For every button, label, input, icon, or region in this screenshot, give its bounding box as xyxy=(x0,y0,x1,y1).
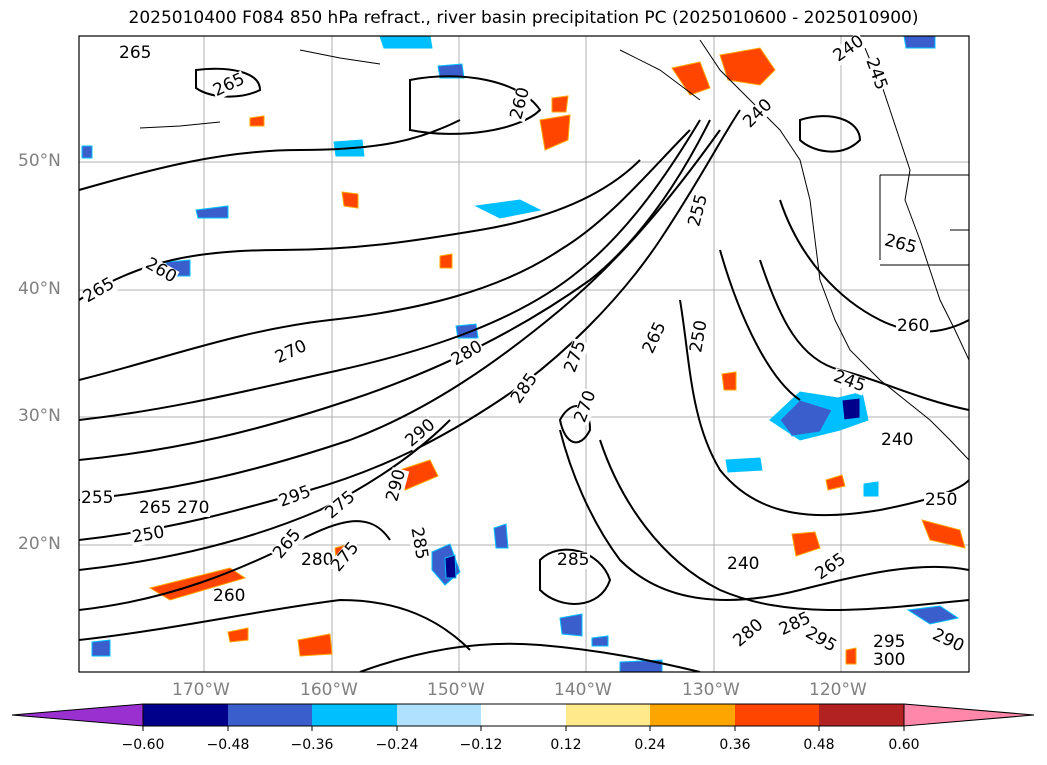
colorbar-tick-label: −0.60 xyxy=(121,737,165,753)
contour-label: 265 xyxy=(118,43,153,63)
colorbar-bin xyxy=(312,704,397,726)
colorbar-tick-label: 0.12 xyxy=(550,737,582,753)
contour-label: 280 xyxy=(300,550,335,570)
colorbar-bin xyxy=(143,704,228,726)
contour-label: 260 xyxy=(896,316,931,336)
contour-label: 300 xyxy=(872,650,907,670)
colorbar-tick-label: 0.48 xyxy=(803,737,835,753)
colorbar-bin xyxy=(650,704,735,726)
colorbar-bin xyxy=(735,704,819,726)
contour-label: 295 xyxy=(872,632,907,652)
lon-label-160w: 160°W xyxy=(300,680,358,700)
lon-label-150w: 150°W xyxy=(427,680,485,700)
colorbar-tick-label: −0.12 xyxy=(459,737,503,753)
contour-label: 285 xyxy=(556,550,591,570)
contour-label: 260 xyxy=(212,586,247,606)
lat-label-40n: 40°N xyxy=(18,279,61,299)
colorbar-tick-label: 0.24 xyxy=(634,737,666,753)
contour-label: 285 xyxy=(406,525,432,562)
colorbar-bin xyxy=(397,704,481,726)
precip-negative-patches xyxy=(81,36,960,672)
colorbar-tick-label: −0.48 xyxy=(206,737,250,753)
colorbar xyxy=(11,703,1035,731)
colorbar-extend-low xyxy=(11,703,144,727)
colorbar-bin xyxy=(481,704,566,726)
contour-label: 270 xyxy=(176,498,211,518)
map-frame xyxy=(78,35,970,673)
colorbar-bin xyxy=(228,704,312,726)
contour-label: 265 xyxy=(138,498,173,518)
lon-label-120w: 120°W xyxy=(809,680,867,700)
colorbar-bin xyxy=(566,704,650,726)
colorbar-extend-high xyxy=(903,703,1035,727)
lon-label-170w: 170°W xyxy=(172,680,230,700)
colorbar-frame xyxy=(142,703,905,727)
lat-label-20n: 20°N xyxy=(18,534,61,554)
colorbar-tick-label: −0.36 xyxy=(290,737,334,753)
contour-label: 240 xyxy=(880,430,915,450)
map-title: 2025010400 F084 850 hPa refract., river … xyxy=(128,8,919,28)
contour-label: 255 xyxy=(80,488,115,508)
colorbar-tick-label: −0.24 xyxy=(375,737,419,753)
lat-label-30n: 30°N xyxy=(18,406,61,426)
contour-label: 240 xyxy=(726,554,761,574)
refractivity-contours xyxy=(79,67,969,672)
colorbar-tick-label: 0.60 xyxy=(888,737,920,753)
lat-label-50n: 50°N xyxy=(18,151,61,171)
colorbar-bin xyxy=(819,704,904,726)
lon-label-130w: 130°W xyxy=(682,680,740,700)
colorbar-tick-label: 0.36 xyxy=(719,737,751,753)
contour-label: 250 xyxy=(924,490,959,510)
lon-label-140w: 140°W xyxy=(554,680,612,700)
